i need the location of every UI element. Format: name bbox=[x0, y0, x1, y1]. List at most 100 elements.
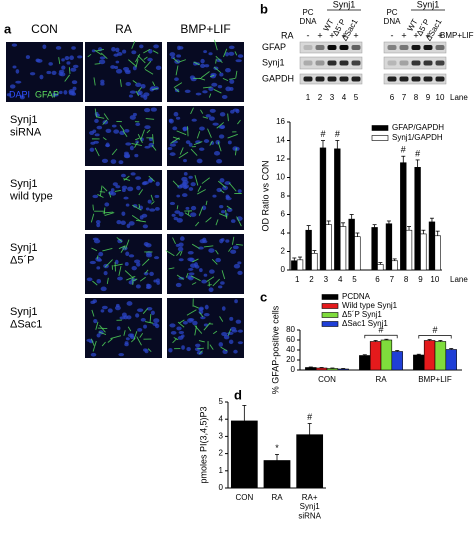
nucleus bbox=[168, 348, 173, 353]
band bbox=[303, 45, 313, 50]
nucleus bbox=[176, 217, 183, 223]
nucleus bbox=[117, 276, 123, 281]
nucleus bbox=[225, 86, 232, 92]
y-tick-label: 0 bbox=[291, 365, 296, 374]
nucleus bbox=[217, 85, 223, 89]
process bbox=[198, 340, 205, 343]
process bbox=[176, 130, 187, 136]
x-tick-label: CON bbox=[318, 375, 336, 384]
nucleus bbox=[12, 65, 17, 69]
process bbox=[197, 347, 204, 350]
nucleus bbox=[228, 45, 235, 50]
process bbox=[102, 211, 114, 214]
nucleus bbox=[218, 342, 224, 347]
text-line: Synj1 bbox=[10, 114, 38, 126]
process bbox=[131, 41, 136, 49]
nucleus bbox=[141, 213, 148, 218]
nucleus bbox=[129, 145, 134, 151]
nucleus bbox=[129, 90, 136, 94]
nucleus bbox=[127, 186, 134, 192]
nucleus bbox=[203, 139, 210, 143]
process bbox=[176, 274, 184, 280]
legend-label: Wild type Synj1 bbox=[342, 301, 398, 310]
y-tick-label: 8 bbox=[281, 191, 286, 200]
nucleus bbox=[237, 189, 242, 193]
process bbox=[102, 248, 113, 252]
bracket bbox=[418, 335, 452, 339]
nucleus bbox=[153, 279, 158, 283]
process bbox=[58, 57, 61, 65]
bar bbox=[315, 367, 328, 371]
process bbox=[122, 130, 128, 138]
band bbox=[399, 60, 409, 66]
panel-label: d bbox=[234, 387, 242, 402]
treatment-sign: + bbox=[329, 30, 334, 40]
nucleus bbox=[182, 179, 189, 185]
nucleus bbox=[15, 69, 20, 74]
process bbox=[179, 147, 184, 155]
nucleus bbox=[208, 52, 213, 56]
nucleus bbox=[220, 281, 225, 285]
process bbox=[234, 51, 238, 56]
nucleus bbox=[153, 256, 160, 260]
nucleus bbox=[177, 246, 184, 252]
process bbox=[191, 243, 200, 249]
text-line: siRNA bbox=[10, 127, 42, 139]
legend-swatch bbox=[371, 125, 389, 131]
nucleus bbox=[237, 341, 244, 345]
annotation: # bbox=[432, 325, 437, 335]
process bbox=[220, 346, 228, 352]
nucleus bbox=[213, 151, 221, 156]
nucleus bbox=[188, 142, 193, 147]
process bbox=[143, 56, 148, 60]
error-bar bbox=[306, 225, 311, 231]
process bbox=[227, 328, 232, 336]
x-tick-label: 3 bbox=[324, 275, 329, 284]
process bbox=[168, 267, 175, 270]
nucleus bbox=[55, 46, 62, 50]
nucleus bbox=[142, 224, 149, 229]
process bbox=[87, 53, 92, 58]
nucleus bbox=[225, 239, 230, 243]
nucleus bbox=[147, 199, 152, 204]
band bbox=[315, 60, 325, 66]
nucleus bbox=[126, 301, 133, 306]
legend-swatch bbox=[321, 303, 339, 309]
nucleus bbox=[169, 323, 176, 328]
process bbox=[138, 189, 144, 196]
nucleus bbox=[212, 122, 219, 126]
process bbox=[136, 336, 142, 346]
y-axis-label: OD Ratio vs CON bbox=[260, 160, 270, 231]
process bbox=[127, 326, 132, 332]
nucleus bbox=[232, 146, 238, 151]
nucleus bbox=[233, 263, 241, 269]
band bbox=[327, 60, 337, 66]
nucleus bbox=[46, 70, 52, 75]
process bbox=[178, 151, 189, 159]
band bbox=[411, 45, 421, 50]
nucleus bbox=[134, 259, 141, 264]
bar bbox=[413, 354, 425, 371]
control-label: PC DNA bbox=[384, 8, 402, 26]
nucleus bbox=[136, 262, 141, 267]
blot-row-label: GAPDH bbox=[262, 73, 294, 83]
nucleus bbox=[147, 57, 153, 62]
error-bar bbox=[372, 224, 377, 228]
process bbox=[131, 214, 141, 222]
micrograph bbox=[85, 106, 162, 166]
nucleus bbox=[61, 58, 65, 62]
nucleus bbox=[229, 79, 235, 84]
process bbox=[199, 77, 206, 81]
treatment-label: RA bbox=[281, 30, 294, 40]
nucleus bbox=[230, 249, 237, 254]
process bbox=[137, 133, 143, 144]
nucleus bbox=[203, 313, 210, 317]
nucleus bbox=[237, 261, 242, 265]
process bbox=[133, 278, 138, 282]
process bbox=[139, 276, 146, 282]
nucleus bbox=[181, 193, 188, 198]
process bbox=[123, 330, 126, 336]
nucleus bbox=[200, 316, 206, 320]
nucleus bbox=[61, 65, 66, 70]
nucleus bbox=[194, 343, 201, 348]
